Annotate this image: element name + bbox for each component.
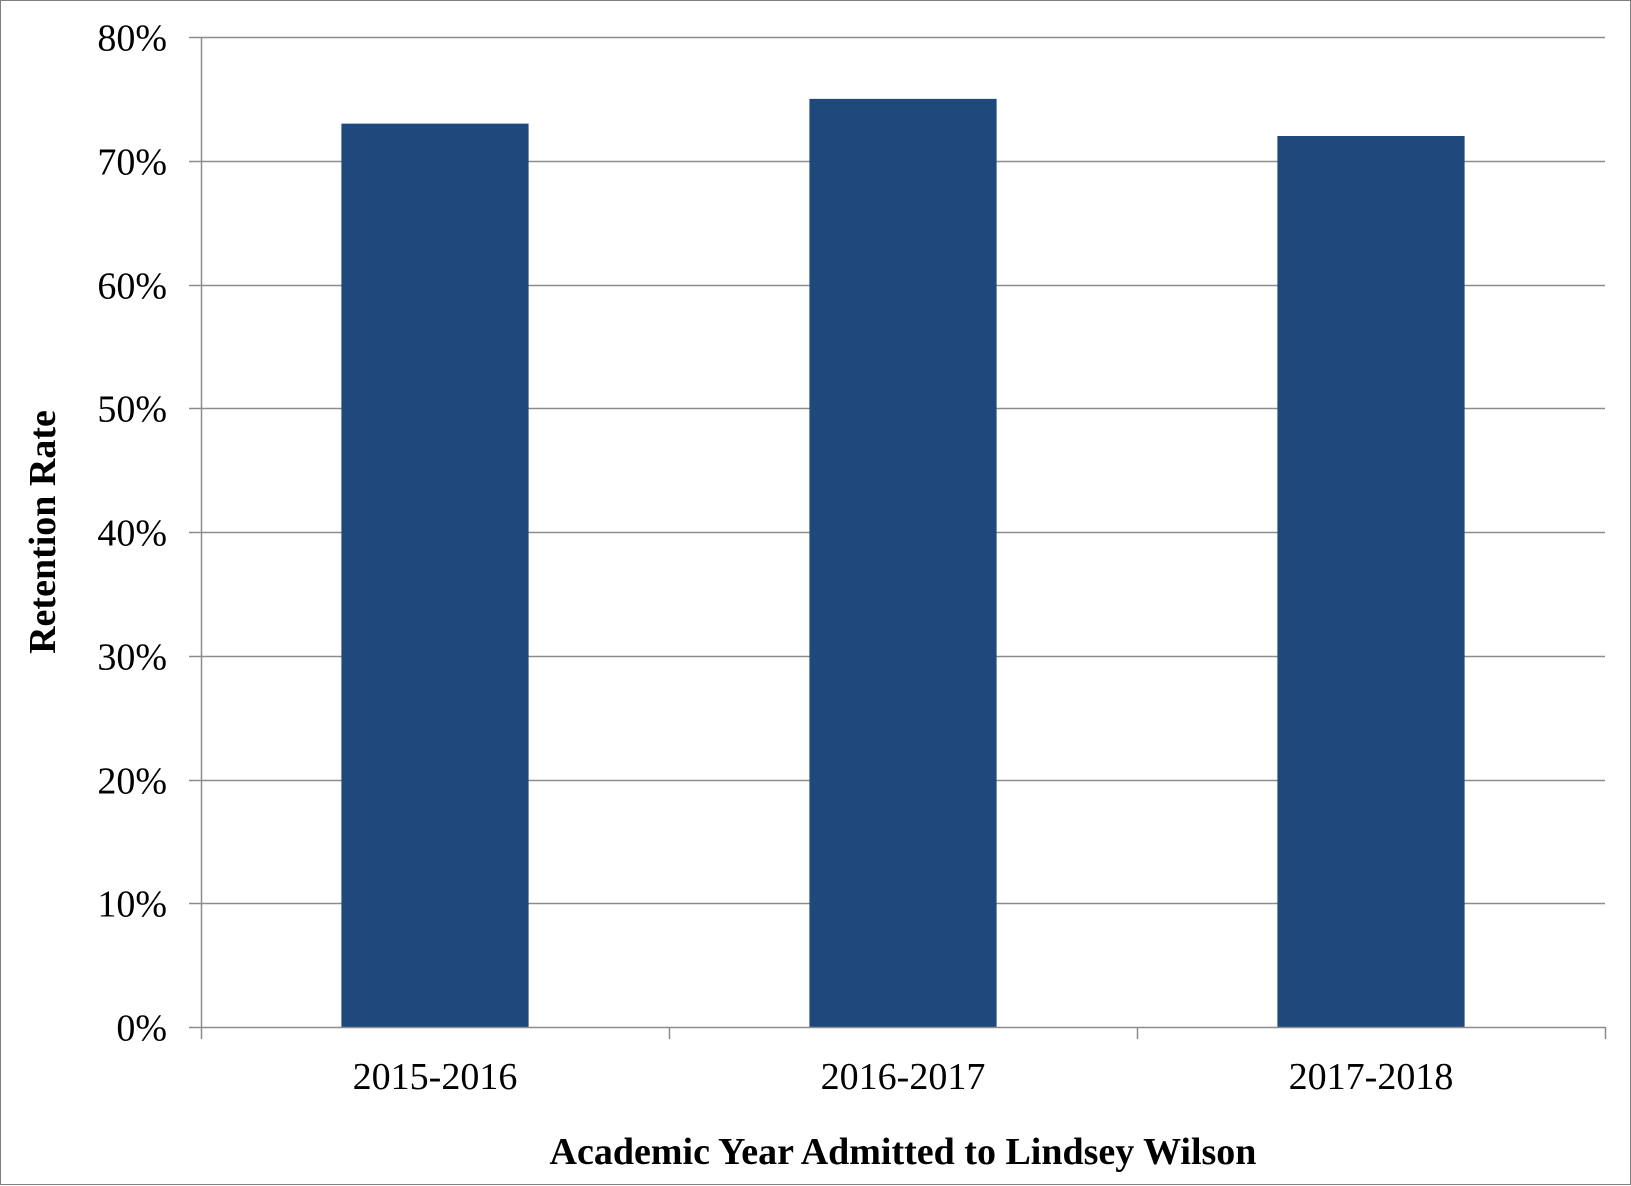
y-tick-label: 80%: [97, 18, 167, 60]
x-tick-label: 2017-2018: [1289, 1056, 1454, 1098]
x-axis-title: Academic Year Admitted to Lindsey Wilson: [550, 1131, 1257, 1173]
y-tick-label: 20%: [97, 761, 167, 803]
y-tick-labels: 0% 10% 20% 30% 40% 50% 60% 70% 80%: [97, 18, 167, 1050]
y-tick-label: 30%: [97, 637, 167, 679]
y-tick-label: 40%: [97, 513, 167, 555]
x-tick-label: 2016-2017: [821, 1056, 986, 1098]
y-tick-label: 0%: [116, 1008, 167, 1050]
y-tick-label: 10%: [97, 884, 167, 926]
bar-2015-2016: [341, 123, 529, 1027]
x-tick-label: 2015-2016: [353, 1056, 518, 1098]
y-tick-label: 70%: [97, 142, 167, 184]
bar-2017-2018: [1277, 136, 1465, 1027]
axes: [189, 36, 1607, 1039]
y-axis-title: Retention Rate: [22, 410, 64, 654]
x-tick-labels: 2015-2016 2016-2017 2017-2018: [353, 1056, 1454, 1098]
bar-2016-2017: [809, 98, 997, 1027]
y-tick-label: 50%: [97, 389, 167, 431]
bars: [341, 98, 1465, 1027]
y-tick-label: 60%: [97, 266, 167, 308]
